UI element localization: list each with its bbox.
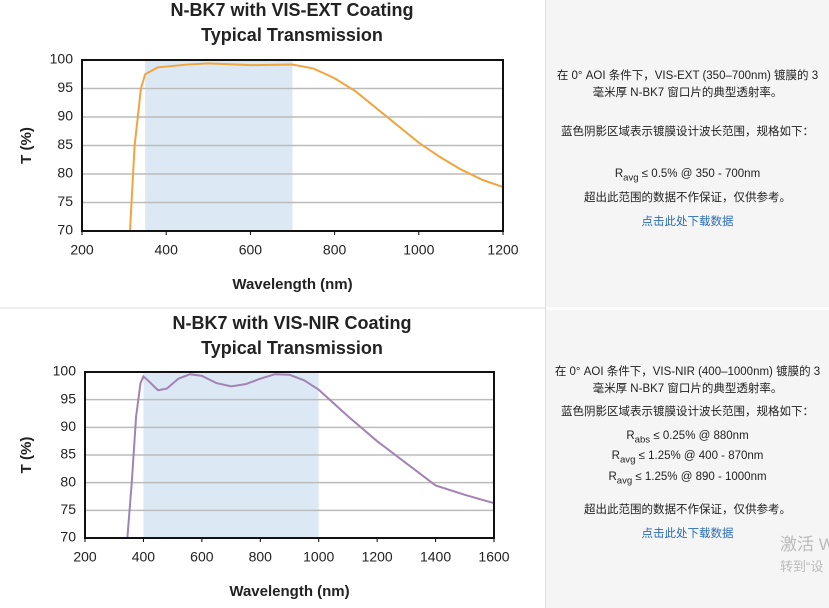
plot-frame (84, 371, 495, 539)
text-block: Rabs ≤ 0.25% @ 880nm Ravg ≤ 1.25% @ 400 -… (546, 428, 829, 489)
x-axis-label: Wavelength (nm) (229, 583, 349, 600)
x-tick-label: 1600 (478, 549, 509, 565)
spec-line: Ravg ≤ 1.25% @ 890 - 1000nm (546, 469, 829, 489)
y-tick-label: 80 (57, 165, 73, 181)
spec-subscript: avg (619, 454, 636, 466)
text-block: 超出此范围的数据不作保证，仅供参考。 (546, 502, 829, 519)
y-tick-label: 75 (60, 501, 76, 517)
spec-text: ≤ 0.5% @ 350 - 700nm (641, 168, 761, 180)
x-tick-label: 1200 (362, 549, 393, 565)
chart-title: N-BK7 with VIS-NIR Coating (173, 313, 412, 333)
x-tick-label: 600 (190, 549, 214, 565)
y-tick-label: 75 (57, 193, 73, 209)
intro-line: 毫米厚 N-BK7 窗口片的典型透射率。 (592, 383, 783, 395)
download-link[interactable]: 点击此处下载数据 (641, 528, 734, 540)
x-tick-label: 400 (155, 242, 179, 258)
text-block: 点击此处下载数据 (546, 526, 829, 543)
y-axis-label: T (%) (18, 127, 35, 164)
link-row: 点击此处下载数据 (546, 526, 829, 543)
spec-text: ≤ 0.25% @ 880nm (653, 430, 749, 442)
text-block: 在 0° AOI 条件下，VIS-EXT (350–700nm) 镀膜的 3 毫米… (546, 68, 829, 102)
panel: 在 0° AOI 条件下，VIS-NIR (400–1000nm) 镀膜的 3 毫… (546, 310, 829, 608)
disclaimer: 超出此范围的数据不作保证，仅供参考。 (584, 192, 791, 204)
y-tick-label: 85 (60, 446, 76, 462)
spec-symbol: R (626, 430, 635, 442)
spec-line: Ravg ≤ 1.25% @ 400 - 870nm (546, 448, 829, 468)
intro-line: 毫米厚 N-BK7 窗口片的典型透射率。 (592, 87, 783, 99)
download-link[interactable]: 点击此处下载数据 (641, 216, 734, 228)
y-tick-label: 90 (57, 108, 73, 124)
text-block: 在 0° AOI 条件下，VIS-NIR (400–1000nm) 镀膜的 3 毫… (546, 364, 829, 398)
panel: 在 0° AOI 条件下，VIS-EXT (350–700nm) 镀膜的 3 毫米… (546, 0, 829, 307)
text-block: 点击此处下载数据 (546, 214, 829, 231)
y-tick-label: 100 (50, 51, 74, 67)
y-tick-label: 70 (57, 222, 73, 238)
x-axis-label: Wavelength (nm) (232, 276, 352, 293)
disclaimer: 超出此范围的数据不作保证，仅供参考。 (584, 504, 791, 516)
text-block: 超出此范围的数据不作保证，仅供参考。 (546, 190, 829, 207)
chart-title: N-BK7 with VIS-EXT Coating (171, 0, 414, 20)
watermark: 激活 W (780, 535, 829, 554)
chart-subtitle: Typical Transmission (201, 25, 383, 45)
spec-symbol: R (608, 470, 617, 483)
x-tick-label: 200 (73, 549, 97, 565)
charts: N-BK7 with VIS-EXT Coating Typical Transm… (0, 0, 546, 608)
spec-text: ≤ 1.25% @ 400 - 870nm (638, 450, 764, 463)
text-block: 蓝色阴影区域表示镀膜设计波长范围，规格如下： (546, 404, 829, 421)
spec-intro: 蓝色阴影区域表示镀膜设计波长范围，规格如下： (561, 126, 814, 138)
x-tick-label: 1000 (303, 549, 334, 565)
y-tick-label: 95 (60, 390, 76, 406)
y-axis-label: T (%) (18, 437, 35, 474)
spec-subscript: abs (634, 434, 651, 446)
spec-line: Ravg ≤ 0.5% @ 350 - 700nm (546, 166, 829, 186)
x-tick-label: 800 (323, 242, 347, 258)
watermark: 转到“设 (780, 559, 824, 574)
spec-symbol: R (611, 450, 620, 463)
data-line (128, 62, 503, 231)
link-row: 点击此处下载数据 (546, 214, 829, 231)
spec-subscript: avg (616, 474, 633, 486)
y-tick-label: 80 (60, 473, 76, 489)
x-tick-label: 1400 (420, 549, 451, 565)
intro-line: 在 0° AOI 条件下，VIS-NIR (400–1000nm) 镀膜的 3 (554, 366, 821, 378)
spec-symbol: R (614, 168, 624, 180)
y-tick-label: 90 (60, 418, 76, 434)
spec-text: ≤ 1.25% @ 890 - 1000nm (635, 470, 767, 483)
x-tick-label: 1200 (487, 242, 518, 258)
x-tick-label: 1000 (403, 242, 434, 258)
text-block: 蓝色阴影区域表示镀膜设计波长范围，规格如下： (546, 124, 829, 141)
y-tick-label: 100 (53, 363, 77, 379)
spec-subscript: avg (623, 172, 639, 184)
chart-subtitle: Typical Transmission (201, 338, 383, 358)
spec-intro: 蓝色阴影区域表示镀膜设计波长范围，规格如下： (561, 406, 814, 418)
x-tick-label: 800 (249, 549, 273, 565)
data-line (126, 373, 494, 538)
y-tick-label: 70 (60, 529, 76, 545)
intro-line: 在 0° AOI 条件下，VIS-EXT (350–700nm) 镀膜的 3 (556, 70, 819, 82)
x-tick-label: 600 (239, 242, 263, 258)
x-tick-label: 200 (70, 242, 94, 258)
x-tick-label: 400 (132, 549, 156, 565)
y-tick-label: 95 (57, 79, 73, 95)
spec-line: Rabs ≤ 0.25% @ 880nm (546, 428, 829, 448)
text-block: Ravg ≤ 0.5% @ 350 - 700nm (546, 166, 829, 186)
y-tick-label: 85 (57, 136, 73, 152)
plot-frame (81, 59, 504, 232)
